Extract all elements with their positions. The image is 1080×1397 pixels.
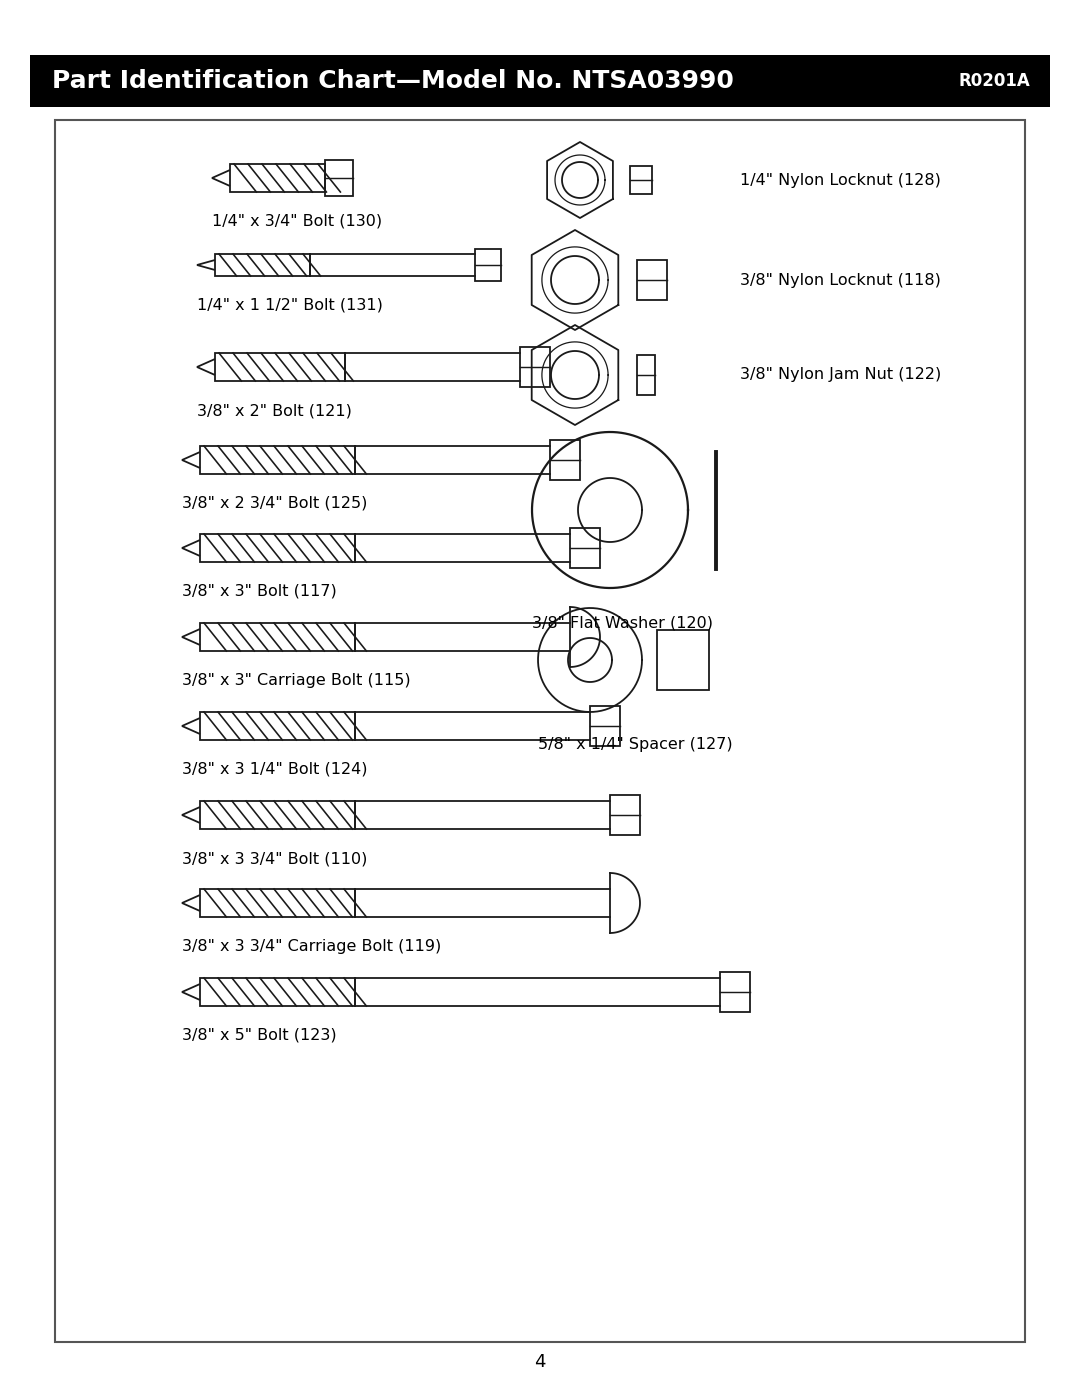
Text: 3/8" x 3" Bolt (117): 3/8" x 3" Bolt (117) xyxy=(183,584,337,599)
Text: 4: 4 xyxy=(535,1354,545,1370)
Bar xyxy=(215,254,310,277)
Text: 3/8" x 3" Carriage Bolt (115): 3/8" x 3" Carriage Bolt (115) xyxy=(183,673,410,687)
Bar xyxy=(590,705,620,746)
Text: 3/8" x 2" Bolt (121): 3/8" x 2" Bolt (121) xyxy=(197,402,352,418)
Bar xyxy=(657,630,708,690)
Bar xyxy=(637,355,654,395)
Text: 1/4" x 1 1/2" Bolt (131): 1/4" x 1 1/2" Bolt (131) xyxy=(197,298,383,313)
Text: 3/8" x 5" Bolt (123): 3/8" x 5" Bolt (123) xyxy=(183,1028,337,1044)
Bar xyxy=(200,712,355,740)
Bar xyxy=(200,623,355,651)
Bar xyxy=(230,163,325,191)
Text: 1/4" Nylon Locknut (128): 1/4" Nylon Locknut (128) xyxy=(740,172,941,187)
Bar xyxy=(325,161,353,196)
Bar xyxy=(637,260,667,300)
Text: Part Identification Chart—Model No. NTSA03990: Part Identification Chart—Model No. NTSA… xyxy=(52,68,734,94)
Text: 1/4" x 3/4" Bolt (130): 1/4" x 3/4" Bolt (130) xyxy=(212,214,382,229)
Bar xyxy=(570,528,600,569)
Text: 3/8" Nylon Locknut (118): 3/8" Nylon Locknut (118) xyxy=(740,272,941,288)
Text: 3/8" Nylon Jam Nut (122): 3/8" Nylon Jam Nut (122) xyxy=(740,367,942,383)
Text: R0201A: R0201A xyxy=(958,73,1030,89)
Bar xyxy=(30,54,1050,108)
Bar xyxy=(200,446,355,474)
Text: 3/8" x 3 3/4" Bolt (110): 3/8" x 3 3/4" Bolt (110) xyxy=(183,851,367,866)
Bar xyxy=(200,978,355,1006)
Text: 3/8" Flat Washer (120): 3/8" Flat Washer (120) xyxy=(532,616,713,631)
Text: 5/8" x 1/4" Spacer (127): 5/8" x 1/4" Spacer (127) xyxy=(538,738,732,752)
Bar xyxy=(55,120,1025,1343)
Bar xyxy=(550,440,580,481)
Bar xyxy=(519,346,550,387)
Bar xyxy=(720,972,750,1011)
Bar xyxy=(475,249,501,281)
Bar xyxy=(200,534,355,562)
Bar xyxy=(200,800,355,828)
Text: 3/8" x 3 3/4" Carriage Bolt (119): 3/8" x 3 3/4" Carriage Bolt (119) xyxy=(183,939,442,954)
Text: 3/8" x 3 1/4" Bolt (124): 3/8" x 3 1/4" Bolt (124) xyxy=(183,761,367,777)
Text: 3/8" x 2 3/4" Bolt (125): 3/8" x 2 3/4" Bolt (125) xyxy=(183,496,367,511)
Bar xyxy=(610,795,640,835)
Bar xyxy=(630,166,652,194)
Bar xyxy=(200,888,355,916)
Bar xyxy=(215,353,345,381)
